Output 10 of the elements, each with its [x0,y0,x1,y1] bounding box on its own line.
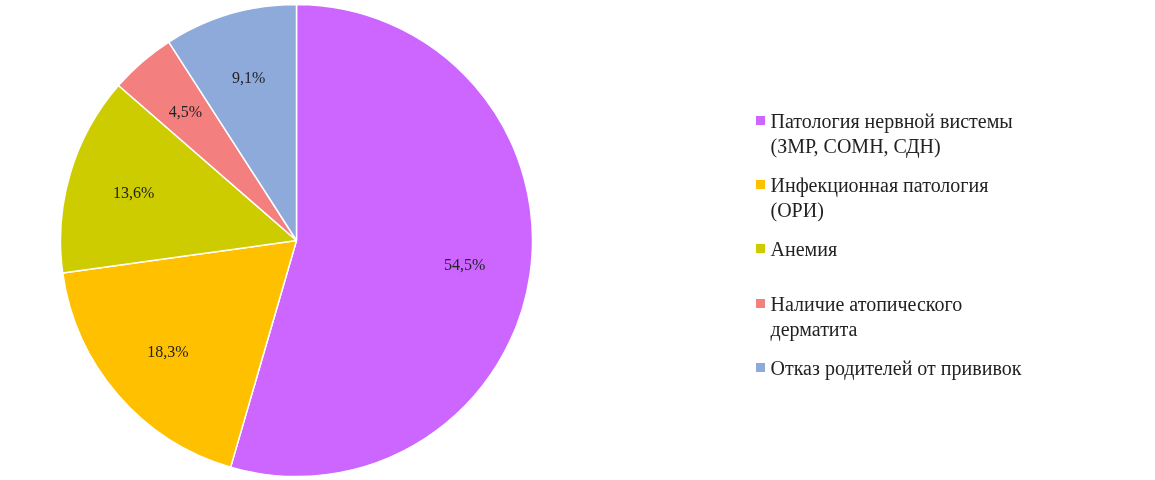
data-label: 4,5% [168,103,202,121]
data-label: 18,3% [147,343,189,361]
data-label: 54,5% [444,255,486,273]
legend-label: Анемия [770,237,838,260]
legend-label: Наличие атопического дерматита [770,292,963,341]
legend-label: Инфекционная патология (ОРИ) [770,173,989,222]
data-label: 13,6% [112,183,155,201]
data-label: 9,1% [231,68,266,86]
legend-label: Отказ родителей от прививок [770,356,1022,380]
legend-label: Патология нервной вистемы (ЗМР, СОМН, СДН) [770,109,1013,158]
